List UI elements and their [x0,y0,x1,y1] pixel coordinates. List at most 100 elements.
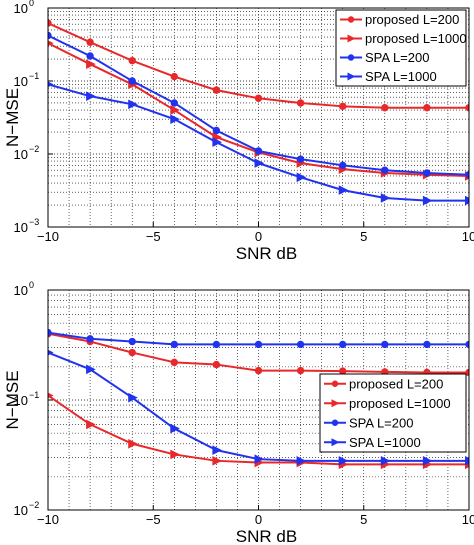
data-point [381,104,389,112]
data-point [128,337,136,346]
data-point [128,348,136,357]
data-point [254,340,263,349]
legend-item: proposed L=1000 [324,396,451,411]
data-point [170,105,180,115]
data-point [86,38,94,46]
y-axis-label: N−MSE [3,370,22,429]
legend-box [319,373,467,453]
data-point [170,99,179,107]
data-point [212,456,223,466]
x-axis-label: SNR dB [236,244,297,263]
data-point [212,340,221,349]
data-point [254,366,263,375]
legend-item: SPA L=1000 [324,435,421,450]
data-point [296,366,305,375]
data-point [423,104,431,112]
data-point [339,340,347,349]
y-tick-label: 10 [14,220,28,235]
data-point [86,91,96,101]
series-4 [48,81,469,206]
legend-marker [347,34,356,43]
y-tick-label: 10 [14,147,28,162]
data-point [254,158,265,168]
x-tick-label: −10 [37,229,59,244]
y-tick-exponent: −1 [29,390,39,400]
data-point [296,456,307,466]
data-point [296,172,307,183]
data-point [170,72,179,81]
y-tick-exponent: −1 [29,71,39,81]
data-point [86,52,94,60]
data-point [48,328,52,337]
legend-label: SPA L=200 [349,415,413,430]
data-point [296,155,305,163]
data-point [128,56,136,65]
legend: proposed L=200 proposed L=1000 SPA L=200 SP… [319,373,467,453]
data-point [422,195,433,206]
x-tick-label: 0 [255,229,262,244]
data-point [48,31,52,40]
data-point [381,340,389,349]
legend-marker [331,419,339,426]
legend-marker [331,399,340,408]
legend-marker [331,438,340,447]
data-point [339,161,347,170]
data-point [86,364,96,375]
series-4 [48,349,469,466]
series-3 [48,31,469,179]
data-point [86,59,96,69]
x-tick-label: 5 [360,229,367,244]
legend-item: proposed L=1000 [340,31,467,46]
y-tick-exponent: −2 [29,500,39,510]
data-point [128,99,138,110]
x-axis-label: SNR dB [236,527,297,545]
legend-marker [347,72,356,81]
x-tick-label: 0 [255,512,262,527]
legend-label: proposed L=200 [365,12,459,27]
data-point [465,195,469,206]
legend-marker [347,16,355,23]
data-point [170,423,180,434]
x-tick-label: −5 [146,512,161,527]
legend-label: proposed L=1000 [365,31,467,46]
series-1 [48,19,469,112]
x-tick-label: 10 [462,229,474,244]
y-tick-label: 10 [14,74,28,89]
series-3 [48,328,469,349]
data-point [380,456,391,466]
data-point [212,137,223,148]
legend-marker [331,380,339,387]
data-point [212,360,221,369]
legend: proposed L=200 proposed L=1000 SPA L=200 SP… [335,9,467,87]
legend-label: SPA L=1000 [365,69,437,84]
legend-marker [347,54,355,61]
data-point [423,340,431,349]
data-point [254,454,265,464]
data-point [212,445,223,455]
data-point [128,438,138,449]
data-point [338,185,349,195]
legend-item: proposed L=200 [324,376,443,391]
legend-item: SPA L=1000 [340,69,437,84]
data-point [212,86,221,94]
y-tick-label: 10 [14,1,28,16]
data-point [381,166,389,174]
data-point [338,456,349,466]
data-point [465,456,469,466]
legend-label: SPA L=200 [365,50,429,65]
data-point [296,99,305,107]
data-point [170,114,180,124]
legend-box [335,9,467,87]
data-point [339,102,347,111]
legend-label: SPA L=1000 [349,435,421,450]
data-point [170,340,179,349]
data-point [128,77,136,85]
data-point [86,335,94,343]
y-axis-label: N−MSE [3,88,22,147]
data-point [254,94,263,102]
data-point [380,193,391,203]
legend-item: SPA L=200 [324,415,413,430]
data-point [212,126,221,135]
